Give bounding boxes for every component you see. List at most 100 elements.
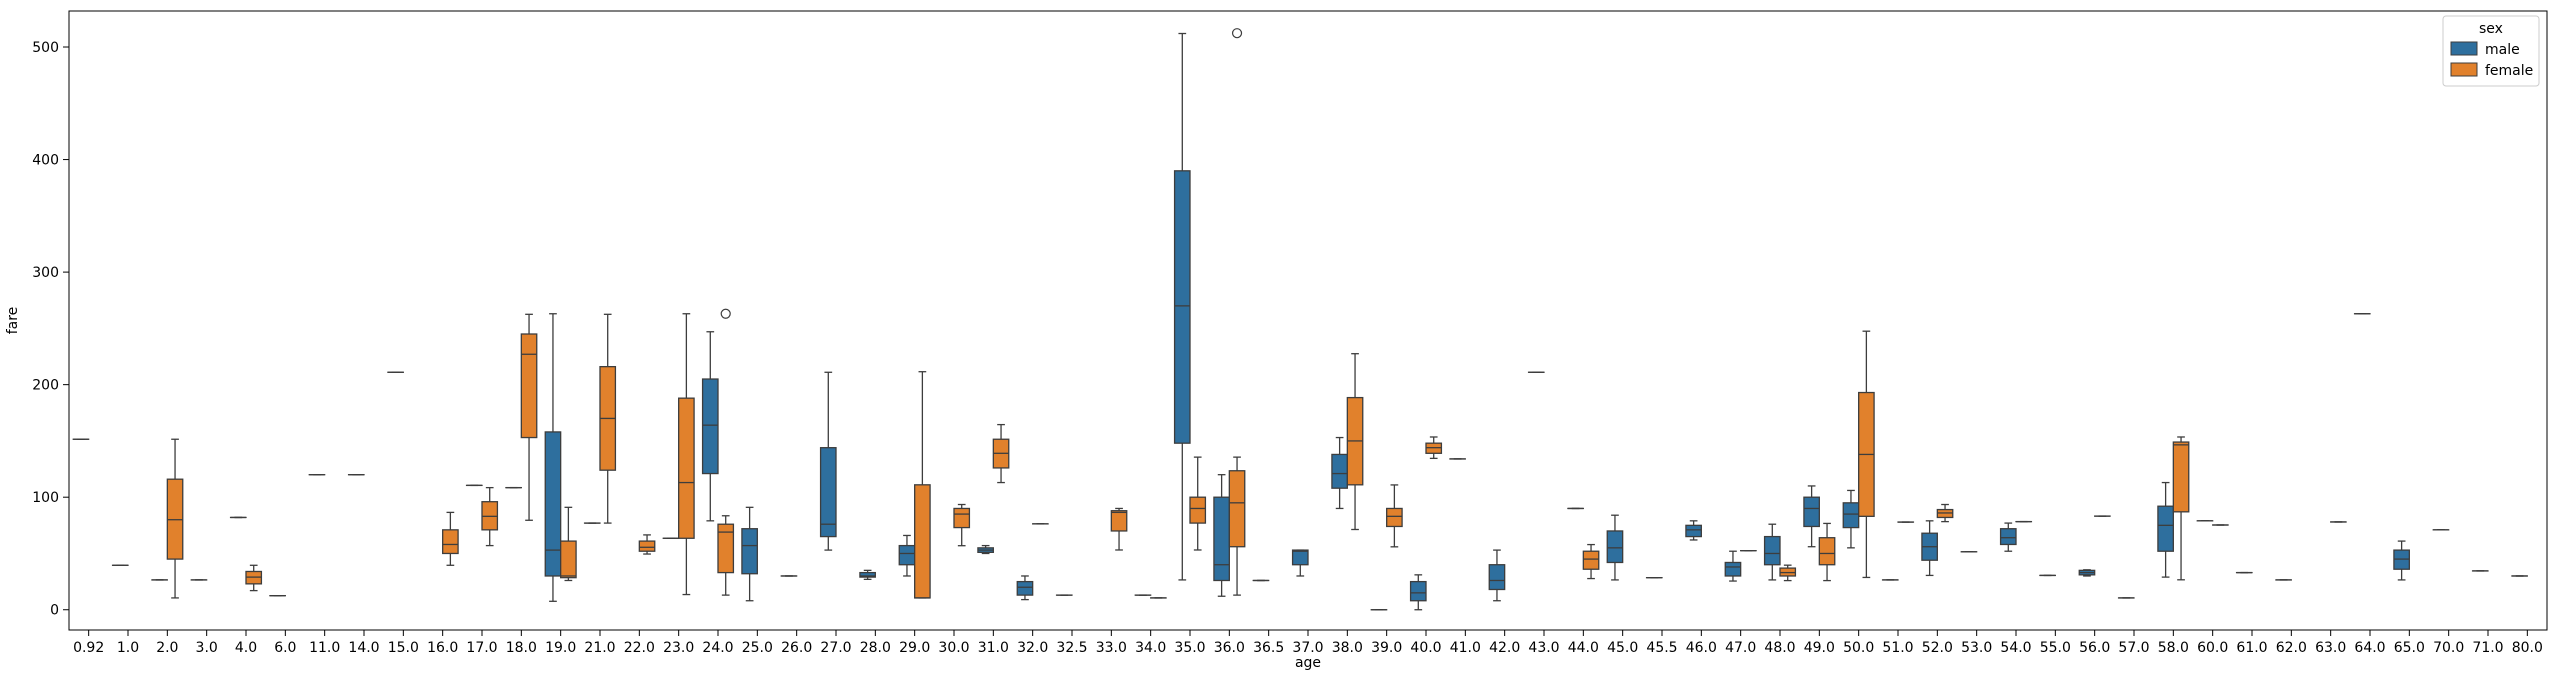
x-tick-label-80.0: 80.0 bbox=[2512, 640, 2543, 656]
box-group-male-24.0 bbox=[701, 331, 719, 522]
x-tick-label-52.0: 52.0 bbox=[1922, 640, 1953, 656]
box-female-23.0 bbox=[678, 397, 695, 539]
box-group-male-37.0 bbox=[1291, 549, 1309, 577]
box-group-male-54.0 bbox=[1999, 522, 2017, 552]
x-tick-label-0.92: 0.92 bbox=[73, 640, 104, 656]
y-axis-label: fare bbox=[5, 307, 21, 335]
box-male-19.0 bbox=[544, 431, 562, 577]
x-tick-label-23.0: 23.0 bbox=[663, 640, 694, 656]
x-tick-label-43.0: 43.0 bbox=[1528, 640, 1559, 656]
box-group-female-44.0 bbox=[1582, 543, 1600, 580]
legend: sex male female bbox=[2442, 15, 2540, 87]
box-male-35.0 bbox=[1173, 170, 1191, 444]
box-group-female-52.0 bbox=[1936, 503, 1954, 523]
box-group-male-45.0 bbox=[1606, 514, 1624, 581]
box-male-24.0 bbox=[701, 378, 719, 475]
x-tick-label-24.0: 24.0 bbox=[702, 640, 733, 656]
x-tick-label-49.0: 49.0 bbox=[1804, 640, 1835, 656]
box-group-male-29.0 bbox=[898, 534, 916, 577]
box-group-male-46.0 bbox=[1685, 520, 1702, 541]
x-tick-label-47.0: 47.0 bbox=[1725, 640, 1756, 656]
box-group-male-48.0 bbox=[1763, 523, 1781, 581]
x-tick-label-41.0: 41.0 bbox=[1450, 640, 1481, 656]
box-group-male-31.0 bbox=[977, 544, 994, 555]
x-tick-label-4.0: 4.0 bbox=[235, 640, 257, 656]
box-group-female-40.0 bbox=[1425, 436, 1443, 460]
x-tick-label-42.0: 42.0 bbox=[1489, 640, 1520, 656]
box-male-58.0 bbox=[2157, 505, 2174, 552]
x-tick-label-27.0: 27.0 bbox=[820, 640, 851, 656]
box-group-female-21.0 bbox=[599, 313, 617, 524]
x-tick-label-65.0: 65.0 bbox=[2394, 640, 2425, 656]
box-male-25.0 bbox=[741, 528, 758, 575]
y-axis: 0 100 200 300 400 500 bbox=[32, 40, 69, 619]
box-group-female-49.0 bbox=[1818, 522, 1836, 582]
box-group-female-48.0 bbox=[1779, 564, 1797, 582]
box-male-36.0 bbox=[1213, 496, 1230, 582]
x-tick-label-35.0: 35.0 bbox=[1174, 640, 1205, 656]
box-male-29.0 bbox=[898, 544, 916, 566]
x-tick-label-46.0: 46.0 bbox=[1686, 640, 1717, 656]
box-group-female-58.0 bbox=[2172, 436, 2190, 581]
box-group-male-42.0 bbox=[1488, 549, 1506, 602]
x-tick-label-50.0: 50.0 bbox=[1843, 640, 1874, 656]
box-group-female-22.0 bbox=[638, 534, 656, 555]
x-tick-label-15.0: 15.0 bbox=[388, 640, 419, 656]
x-tick-label-38.0: 38.0 bbox=[1332, 640, 1363, 656]
box-group-female-16.0 bbox=[442, 511, 459, 566]
box-male-50.0 bbox=[1842, 502, 1860, 529]
box-group-male-27.0 bbox=[819, 371, 837, 551]
box-group-female-29.0 bbox=[914, 371, 931, 599]
box-female-49.0 bbox=[1818, 537, 1836, 566]
outlier-female-36.0-0 bbox=[1231, 28, 1243, 39]
x-tick-label-62.0: 62.0 bbox=[2276, 640, 2307, 656]
x-tick-label-19.0: 19.0 bbox=[545, 640, 576, 656]
box-group-female-50.0 bbox=[1858, 330, 1875, 579]
x-tick-label-11.0: 11.0 bbox=[309, 640, 340, 656]
x-tick-label-32.5: 32.5 bbox=[1056, 640, 1087, 656]
legend-swatch-male bbox=[2450, 41, 2478, 56]
box-male-32.0 bbox=[1016, 580, 1034, 596]
x-tick-label-54.0: 54.0 bbox=[2000, 640, 2031, 656]
plot-area bbox=[68, 10, 2548, 631]
y-tick-label-500: 500 bbox=[32, 40, 59, 56]
box-group-male-40.0 bbox=[1409, 574, 1427, 611]
box-male-28.0 bbox=[859, 571, 876, 578]
box-group-male-19.0 bbox=[544, 313, 562, 602]
y-tick-label-0: 0 bbox=[50, 603, 59, 619]
x-tick-label-60.0: 60.0 bbox=[2197, 640, 2228, 656]
box-group-female-36.0 bbox=[1228, 28, 1246, 596]
x-tick-label-55.0: 55.0 bbox=[2040, 640, 2071, 656]
box-female-44.0 bbox=[1582, 550, 1600, 570]
box-group-female-2.0 bbox=[166, 438, 184, 599]
x-tick-label-61.0: 61.0 bbox=[2236, 640, 2267, 656]
box-group-male-25.0 bbox=[741, 506, 758, 602]
box-male-40.0 bbox=[1409, 580, 1427, 602]
x-tick-label-70.0: 70.0 bbox=[2433, 640, 2464, 656]
y-tick-label-100: 100 bbox=[32, 490, 59, 506]
box-group-male-56.0 bbox=[2078, 569, 2096, 577]
box-group-male-36.0 bbox=[1213, 474, 1230, 597]
x-tick-label-2.0: 2.0 bbox=[156, 640, 178, 656]
box-group-male-58.0 bbox=[2157, 481, 2174, 578]
x-tick-label-56.0: 56.0 bbox=[2079, 640, 2110, 656]
box-male-27.0 bbox=[819, 447, 837, 538]
box-male-45.0 bbox=[1606, 530, 1624, 564]
x-tick-label-22.0: 22.0 bbox=[624, 640, 655, 656]
box-male-37.0 bbox=[1291, 549, 1309, 566]
x-tick-label-30.0: 30.0 bbox=[938, 640, 969, 656]
box-group-female-38.0 bbox=[1346, 353, 1364, 531]
legend-label-female: female bbox=[2485, 63, 2533, 79]
box-male-38.0 bbox=[1331, 453, 1348, 489]
x-tick-label-6.0: 6.0 bbox=[274, 640, 296, 656]
box-group-female-4.0 bbox=[245, 564, 263, 592]
box-female-30.0 bbox=[953, 507, 971, 529]
x-tick-label-31.0: 31.0 bbox=[978, 640, 1009, 656]
x-tick-label-36.5: 36.5 bbox=[1253, 640, 1284, 656]
box-male-47.0 bbox=[1724, 561, 1742, 577]
box-group-male-28.0 bbox=[859, 569, 876, 581]
x-tick-label-1.0: 1.0 bbox=[117, 640, 139, 656]
legend-title: sex bbox=[2479, 21, 2503, 37]
box-group-male-35.0 bbox=[1173, 32, 1191, 581]
